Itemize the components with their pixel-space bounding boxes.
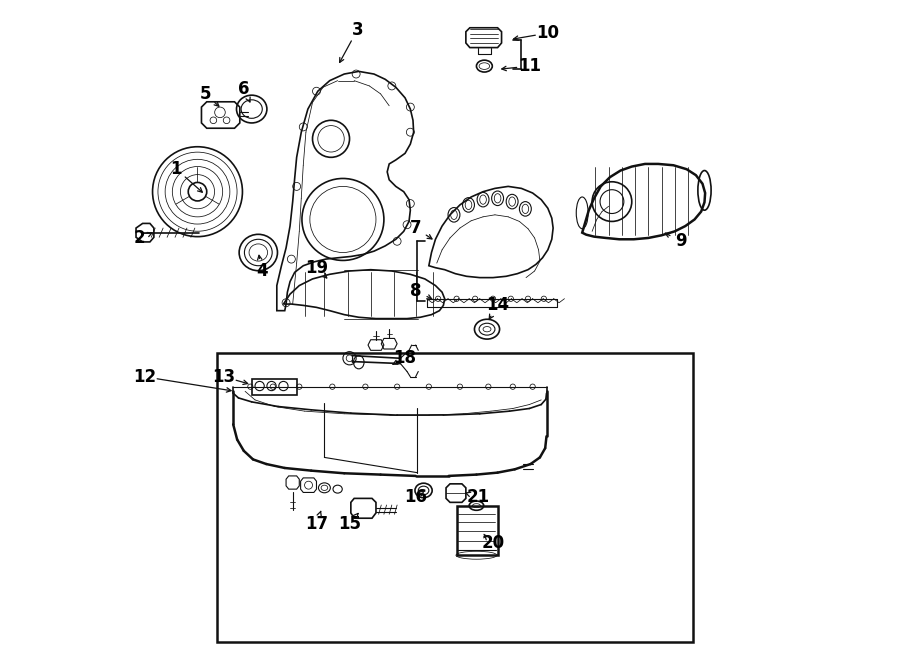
Text: 14: 14 bbox=[486, 296, 509, 315]
Text: 2: 2 bbox=[133, 229, 145, 247]
Text: 4: 4 bbox=[256, 262, 267, 280]
Text: 17: 17 bbox=[305, 514, 328, 533]
Text: 12: 12 bbox=[133, 368, 157, 386]
Bar bbox=[456, 506, 498, 555]
Text: 3: 3 bbox=[352, 20, 364, 39]
Text: 6: 6 bbox=[238, 79, 249, 98]
Text: 10: 10 bbox=[536, 24, 559, 42]
Text: 16: 16 bbox=[404, 488, 428, 506]
Text: 13: 13 bbox=[212, 368, 236, 386]
Text: 11: 11 bbox=[518, 57, 541, 75]
Text: 19: 19 bbox=[305, 258, 328, 277]
Bar bbox=[217, 353, 693, 642]
Text: 9: 9 bbox=[676, 232, 688, 251]
Text: 21: 21 bbox=[466, 488, 490, 506]
Text: 20: 20 bbox=[482, 534, 505, 553]
Text: 8: 8 bbox=[410, 282, 421, 300]
Text: 15: 15 bbox=[338, 514, 361, 533]
Text: 7: 7 bbox=[410, 219, 421, 237]
Text: 5: 5 bbox=[200, 85, 212, 103]
Text: 1: 1 bbox=[170, 159, 182, 178]
Text: 18: 18 bbox=[393, 349, 417, 368]
